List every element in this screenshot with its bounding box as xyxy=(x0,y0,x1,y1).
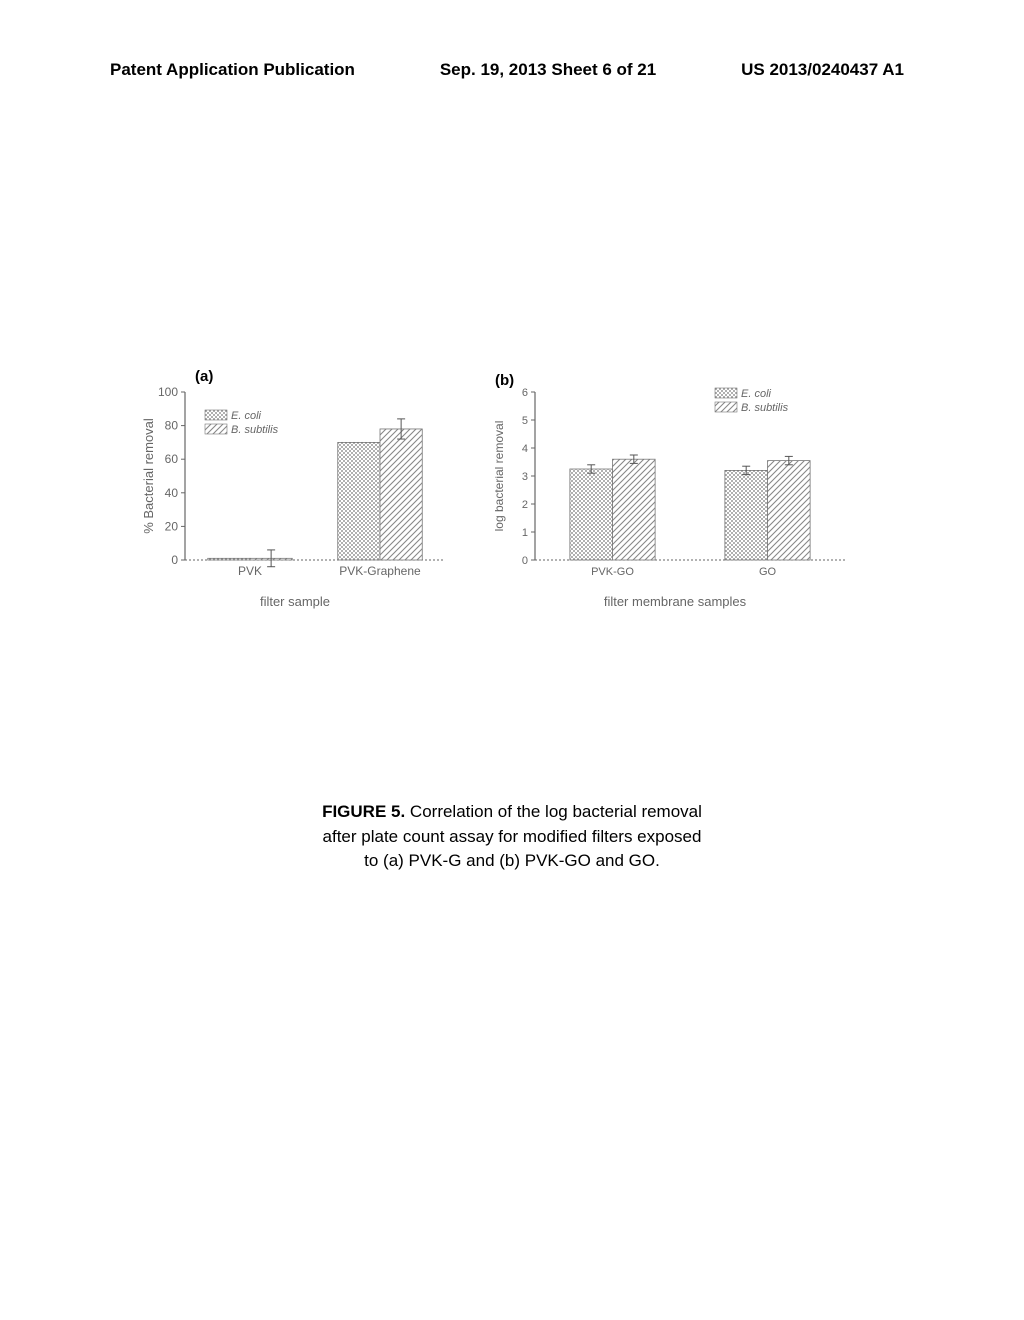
chart-a-xlabel: filter sample xyxy=(135,594,455,609)
svg-text:PVK-Graphene: PVK-Graphene xyxy=(339,564,421,578)
chart-a-container: (a) 020406080100% Bacterial removalPVKPV… xyxy=(135,380,455,609)
svg-text:6: 6 xyxy=(522,387,528,399)
caption-line2: after plate count assay for modified fil… xyxy=(323,827,702,846)
svg-text:20: 20 xyxy=(165,519,179,533)
svg-text:GO: GO xyxy=(759,566,777,578)
header-center-text: Sep. 19, 2013 Sheet 6 of 21 xyxy=(440,60,656,80)
chart-b-container: (b) 0123456log bacterial removalPVK-GOGO… xyxy=(495,380,855,609)
figure-caption: FIGURE 5. Correlation of the log bacteri… xyxy=(0,800,1024,874)
svg-text:0: 0 xyxy=(171,553,178,567)
svg-text:% Bacterial removal: % Bacterial removal xyxy=(141,418,156,534)
svg-text:B. subtilis: B. subtilis xyxy=(231,424,279,436)
chart-a-panel-label: (a) xyxy=(195,368,213,385)
caption-label: FIGURE 5. xyxy=(322,802,405,821)
svg-text:4: 4 xyxy=(522,443,528,455)
svg-text:0: 0 xyxy=(522,555,528,567)
chart-a-bar-chart: 0 20 40 60 80 100 % Bacterial removal PVK PVK-Gr… xyxy=(135,380,455,590)
svg-text:E. coli: E. coli xyxy=(231,410,262,422)
svg-text:5: 5 xyxy=(522,415,528,427)
svg-text:PVK-GO: PVK-GO xyxy=(591,566,634,578)
page-header: Patent Application Publication Sep. 19, … xyxy=(0,60,1024,80)
caption-line3: to (a) PVK-G and (b) PVK-GO and GO. xyxy=(364,851,660,870)
svg-text:60: 60 xyxy=(165,452,179,466)
svg-text:B. subtilis: B. subtilis xyxy=(741,402,789,414)
caption-line1: Correlation of the log bacterial removal xyxy=(405,802,702,821)
chart-b-panel-label: (b) xyxy=(495,372,514,389)
svg-text:log bacterial removal: log bacterial removal xyxy=(495,421,506,532)
svg-text:PVK: PVK xyxy=(238,564,262,578)
svg-text:1: 1 xyxy=(522,527,528,539)
svg-text:E. coli: E. coli xyxy=(741,388,772,400)
header-left-text: Patent Application Publication xyxy=(110,60,355,80)
svg-text:40: 40 xyxy=(165,486,179,500)
chart-b-bar-chart: 0 1 2 3 4 5 6 log bacterial removal PVK-GO GO E. c… xyxy=(495,380,855,590)
svg-text:2: 2 xyxy=(522,499,528,511)
svg-text:100: 100 xyxy=(158,385,178,399)
charts-row: (a) 020406080100% Bacterial removalPVKPV… xyxy=(135,380,855,609)
chart-b-xlabel: filter membrane samples xyxy=(495,594,855,609)
header-right-text: US 2013/0240437 A1 xyxy=(741,60,904,80)
svg-text:80: 80 xyxy=(165,419,179,433)
svg-text:3: 3 xyxy=(522,471,528,483)
